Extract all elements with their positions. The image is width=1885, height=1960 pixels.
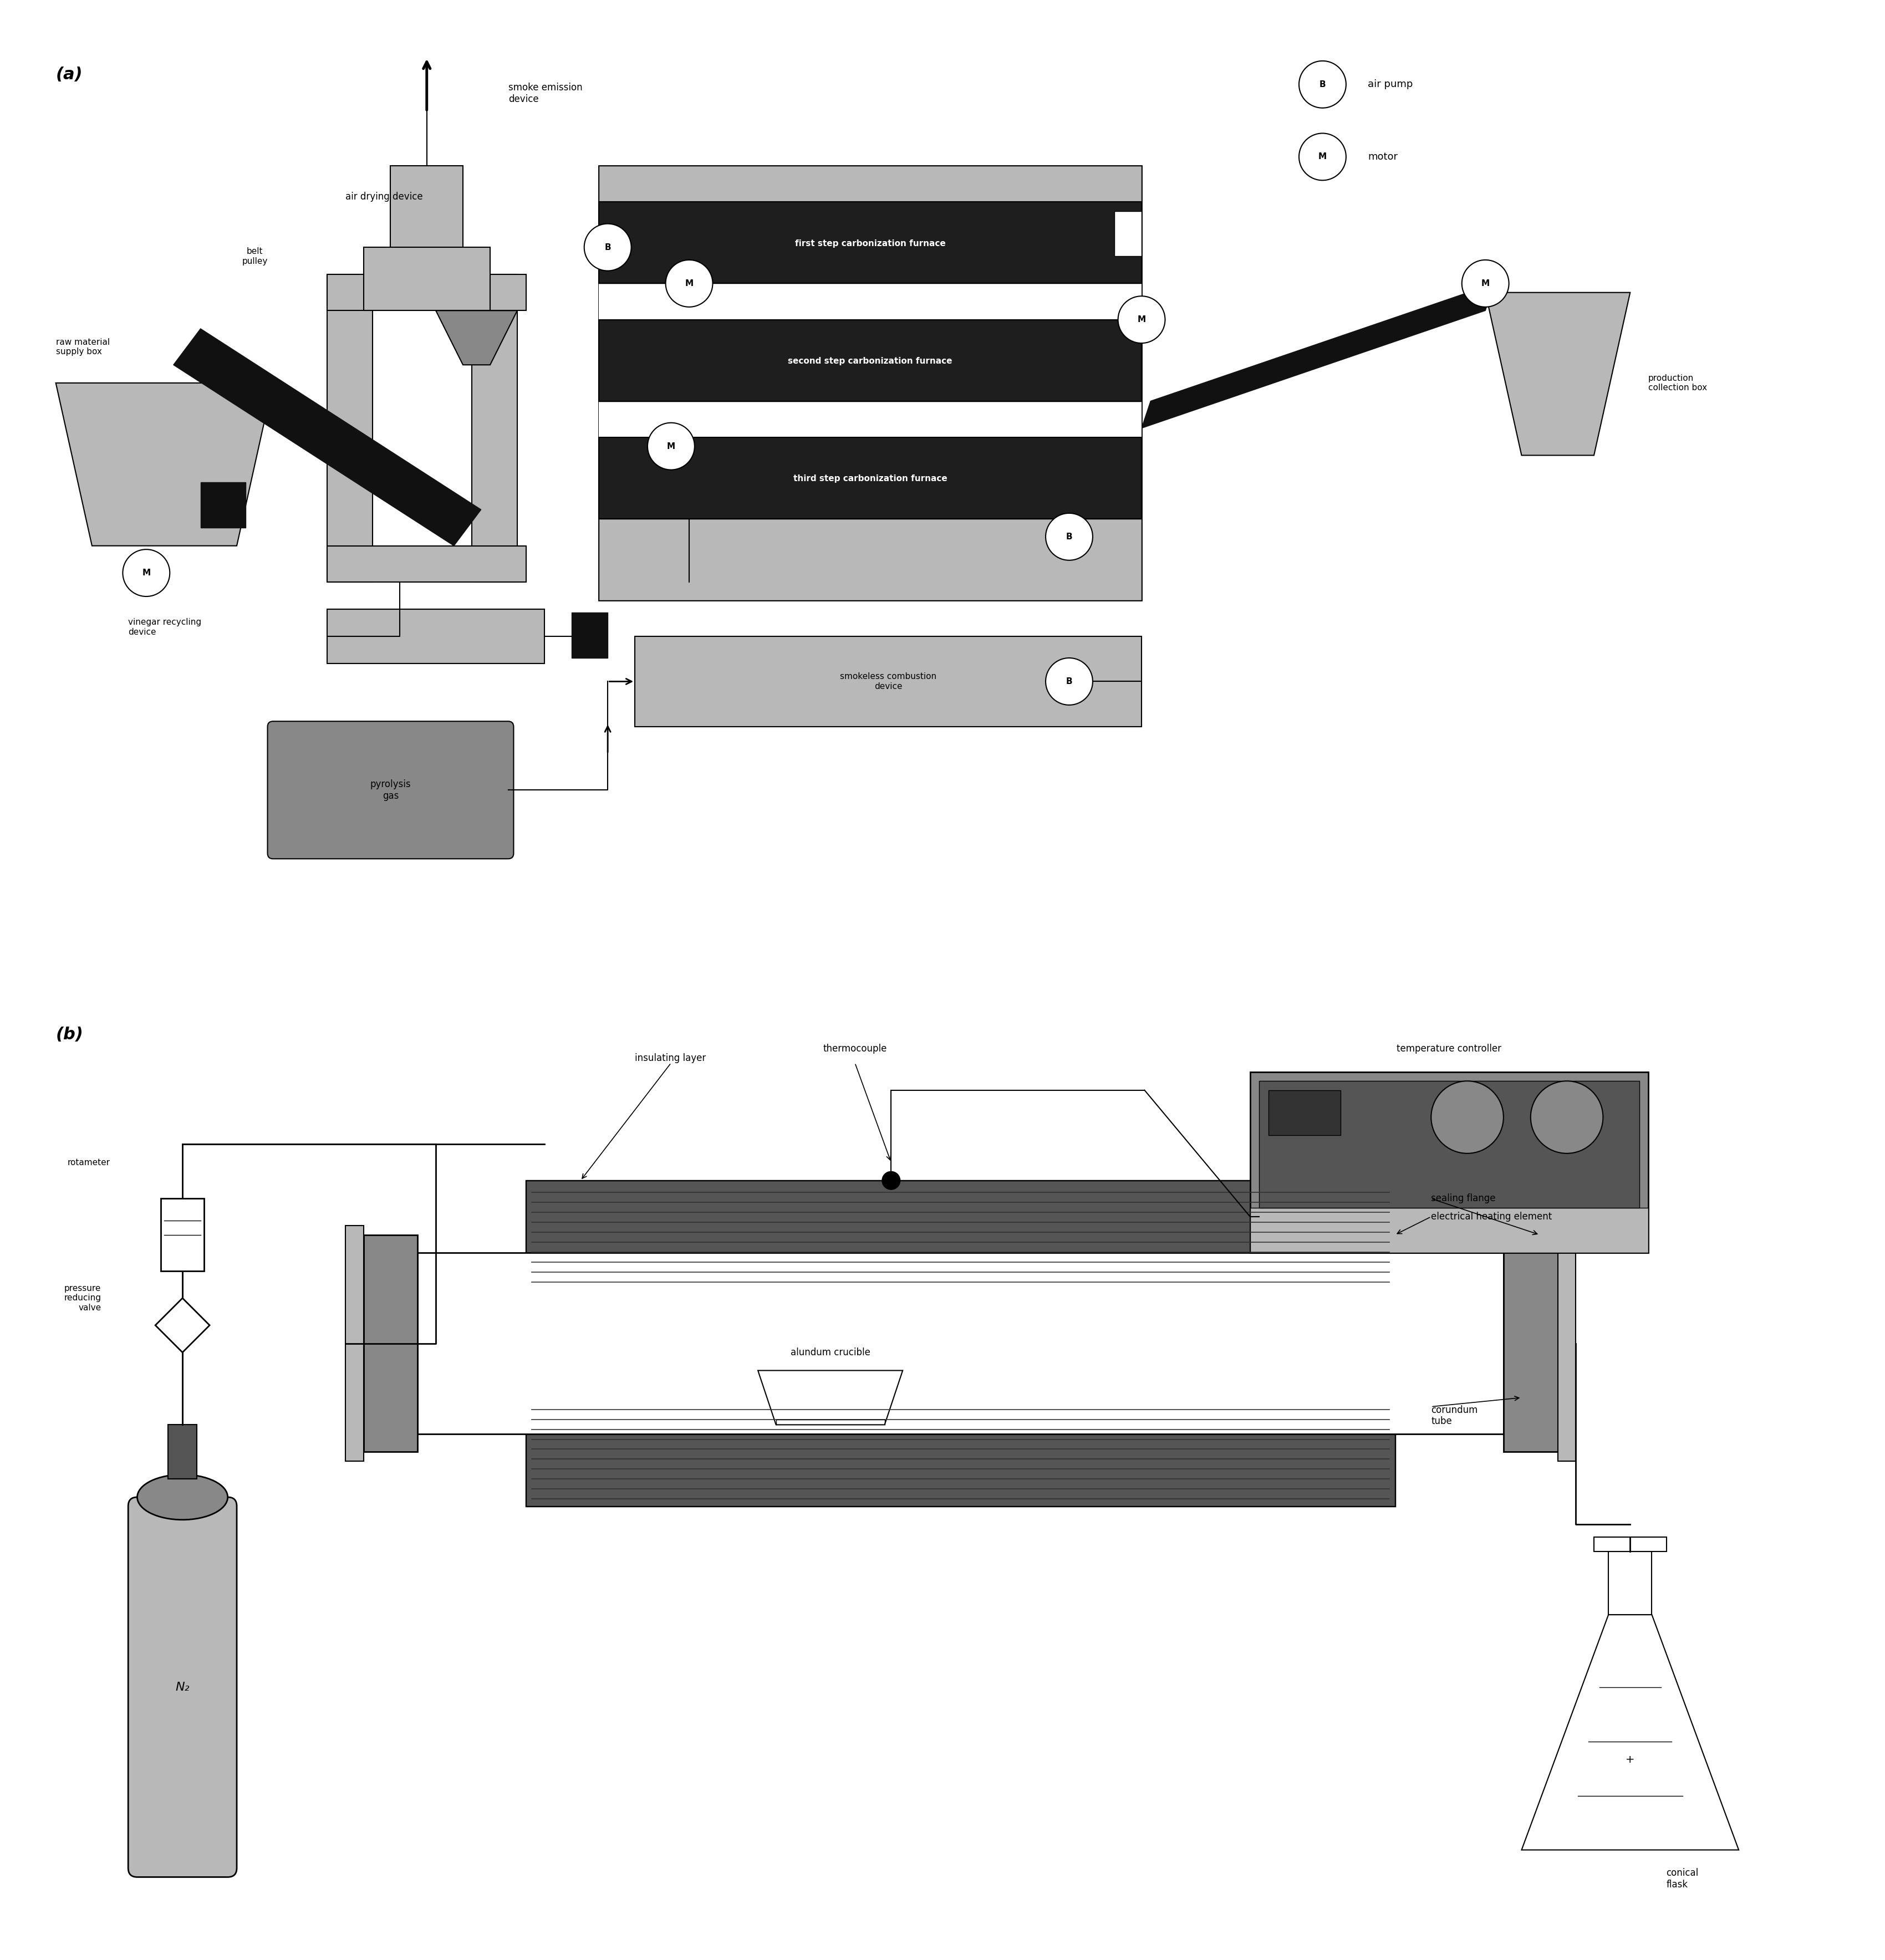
FancyBboxPatch shape bbox=[364, 1235, 418, 1452]
Circle shape bbox=[1431, 1082, 1504, 1152]
FancyBboxPatch shape bbox=[128, 1497, 238, 1878]
Text: (a): (a) bbox=[57, 67, 83, 82]
FancyBboxPatch shape bbox=[345, 1225, 364, 1460]
Circle shape bbox=[1463, 261, 1508, 308]
Circle shape bbox=[648, 423, 694, 470]
FancyBboxPatch shape bbox=[526, 1180, 1395, 1290]
Text: M: M bbox=[667, 443, 675, 451]
FancyBboxPatch shape bbox=[1608, 1552, 1651, 1615]
Text: M: M bbox=[141, 568, 151, 576]
Text: M: M bbox=[684, 278, 694, 288]
FancyBboxPatch shape bbox=[328, 274, 373, 582]
Text: B: B bbox=[1320, 80, 1325, 88]
FancyBboxPatch shape bbox=[1114, 212, 1142, 257]
FancyBboxPatch shape bbox=[1269, 1090, 1340, 1135]
FancyBboxPatch shape bbox=[1250, 1207, 1647, 1252]
Circle shape bbox=[1046, 514, 1093, 561]
FancyBboxPatch shape bbox=[471, 274, 516, 582]
Text: conical
flask: conical flask bbox=[1666, 1868, 1698, 1889]
Text: electrical heating element: electrical heating element bbox=[1431, 1211, 1551, 1221]
FancyBboxPatch shape bbox=[599, 402, 1142, 437]
Text: second step carbonization furnace: second step carbonization furnace bbox=[788, 357, 952, 365]
FancyBboxPatch shape bbox=[526, 1290, 1395, 1397]
Polygon shape bbox=[758, 1370, 903, 1425]
FancyBboxPatch shape bbox=[168, 1425, 196, 1480]
FancyBboxPatch shape bbox=[1557, 1225, 1576, 1460]
Text: belt
pulley: belt pulley bbox=[241, 247, 268, 265]
Circle shape bbox=[1299, 133, 1346, 180]
Text: pyrolysis
gas: pyrolysis gas bbox=[369, 780, 411, 802]
Text: vinegar recycling
device: vinegar recycling device bbox=[128, 617, 202, 637]
Circle shape bbox=[882, 1172, 901, 1190]
FancyBboxPatch shape bbox=[571, 613, 607, 659]
Polygon shape bbox=[57, 382, 273, 545]
Text: B: B bbox=[605, 243, 611, 251]
FancyBboxPatch shape bbox=[328, 545, 526, 582]
Circle shape bbox=[1299, 61, 1346, 108]
FancyBboxPatch shape bbox=[599, 284, 1142, 319]
Text: rotameter: rotameter bbox=[68, 1158, 109, 1166]
Text: +: + bbox=[1625, 1754, 1634, 1764]
FancyBboxPatch shape bbox=[328, 610, 545, 662]
Text: air drying device: air drying device bbox=[345, 192, 422, 202]
FancyBboxPatch shape bbox=[599, 167, 1142, 600]
Text: sealing flange: sealing flange bbox=[1431, 1194, 1495, 1203]
FancyBboxPatch shape bbox=[1259, 1082, 1640, 1207]
FancyBboxPatch shape bbox=[390, 167, 464, 274]
FancyBboxPatch shape bbox=[328, 274, 526, 310]
Text: B: B bbox=[1065, 533, 1073, 541]
Text: air pump: air pump bbox=[1369, 80, 1414, 90]
FancyBboxPatch shape bbox=[268, 721, 513, 858]
FancyBboxPatch shape bbox=[526, 1397, 1395, 1505]
Circle shape bbox=[123, 549, 170, 596]
Text: production
collection box: production collection box bbox=[1647, 374, 1708, 392]
Polygon shape bbox=[1485, 292, 1631, 455]
FancyBboxPatch shape bbox=[160, 1200, 204, 1270]
Text: M: M bbox=[1482, 278, 1489, 288]
FancyBboxPatch shape bbox=[635, 637, 1142, 727]
Text: insulating layer: insulating layer bbox=[635, 1053, 707, 1062]
Text: smokeless combustion
device: smokeless combustion device bbox=[841, 672, 937, 690]
Polygon shape bbox=[1142, 284, 1495, 427]
FancyBboxPatch shape bbox=[1250, 1072, 1647, 1252]
Text: third step carbonization furnace: third step carbonization furnace bbox=[794, 474, 946, 482]
FancyBboxPatch shape bbox=[599, 202, 1142, 284]
Text: smoke emission
device: smoke emission device bbox=[509, 82, 582, 104]
Polygon shape bbox=[435, 310, 516, 365]
FancyBboxPatch shape bbox=[1504, 1235, 1557, 1452]
FancyBboxPatch shape bbox=[526, 1180, 1395, 1505]
Text: temperature controller: temperature controller bbox=[1397, 1045, 1502, 1054]
Polygon shape bbox=[173, 329, 481, 545]
Text: motor: motor bbox=[1369, 151, 1397, 163]
Text: M: M bbox=[1318, 153, 1327, 161]
Circle shape bbox=[1531, 1082, 1602, 1152]
Text: raw material
supply box: raw material supply box bbox=[57, 337, 109, 357]
Circle shape bbox=[665, 261, 713, 308]
FancyBboxPatch shape bbox=[599, 519, 1142, 600]
Text: alundum crucible: alundum crucible bbox=[790, 1347, 871, 1358]
FancyBboxPatch shape bbox=[1595, 1537, 1666, 1552]
Text: pressure
reducing
valve: pressure reducing valve bbox=[64, 1284, 102, 1311]
Polygon shape bbox=[155, 1298, 209, 1352]
FancyBboxPatch shape bbox=[599, 167, 1142, 284]
FancyBboxPatch shape bbox=[599, 437, 1142, 519]
FancyBboxPatch shape bbox=[200, 482, 245, 527]
Text: corundum
tube: corundum tube bbox=[1431, 1405, 1478, 1427]
Text: thermocouple: thermocouple bbox=[824, 1045, 888, 1054]
FancyBboxPatch shape bbox=[364, 247, 490, 310]
Text: first step carbonization furnace: first step carbonization furnace bbox=[795, 239, 946, 247]
Circle shape bbox=[1118, 296, 1165, 343]
Text: M: M bbox=[1137, 316, 1146, 323]
Text: B: B bbox=[1065, 678, 1073, 686]
Text: (b): (b) bbox=[57, 1027, 83, 1043]
FancyBboxPatch shape bbox=[418, 1252, 1504, 1435]
Polygon shape bbox=[1521, 1615, 1738, 1850]
Circle shape bbox=[584, 223, 631, 270]
Text: N₂: N₂ bbox=[175, 1682, 190, 1693]
FancyBboxPatch shape bbox=[599, 319, 1142, 402]
Circle shape bbox=[1046, 659, 1093, 706]
Ellipse shape bbox=[138, 1474, 228, 1519]
